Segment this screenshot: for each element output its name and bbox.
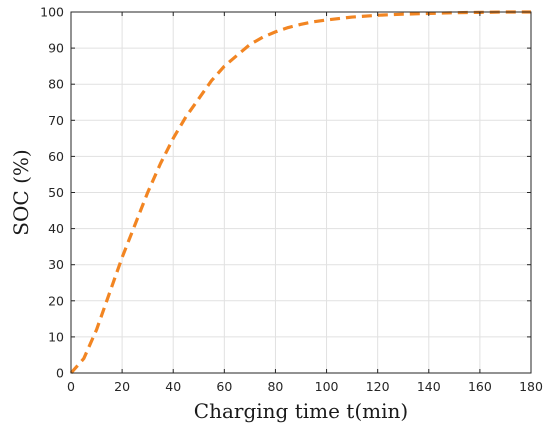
y-tick-label: 70 bbox=[48, 113, 64, 128]
y-tick-label: 90 bbox=[48, 41, 64, 56]
tick-labels: 0 20 40 60 80 100 120 140 160 180 0 10 20 30 40 50 60 70 8… bbox=[40, 5, 543, 395]
y-tick-label: 60 bbox=[48, 149, 64, 164]
y-tick-label: 100 bbox=[40, 5, 64, 20]
y-tick-label: 50 bbox=[48, 185, 64, 200]
x-tick-label: 120 bbox=[366, 379, 390, 394]
x-tick-label: 60 bbox=[216, 379, 232, 394]
x-tick-label: 180 bbox=[519, 379, 543, 394]
y-tick-label: 30 bbox=[48, 257, 64, 272]
axes bbox=[70, 11, 532, 374]
plot-area bbox=[69, 10, 531, 375]
y-tick-label: 40 bbox=[48, 221, 64, 236]
y-tick-label: 20 bbox=[48, 293, 64, 308]
y-tick-label: 10 bbox=[48, 329, 64, 344]
x-tick-label: 20 bbox=[114, 379, 130, 394]
x-tick-label: 0 bbox=[67, 379, 75, 394]
x-axis-label: Charging time t(min) bbox=[194, 399, 408, 423]
x-tick-label: 40 bbox=[165, 379, 181, 394]
x-tick-label: 100 bbox=[315, 379, 339, 394]
x-tick-label: 140 bbox=[417, 379, 441, 394]
y-axis-label: SOC (%) bbox=[9, 149, 33, 235]
grid bbox=[71, 12, 531, 373]
x-tick-label: 160 bbox=[468, 379, 492, 394]
y-tick-label: 80 bbox=[48, 77, 64, 92]
soc-series-line bbox=[69, 10, 531, 375]
y-tick-label: 0 bbox=[56, 366, 64, 381]
x-tick-label: 80 bbox=[267, 379, 283, 394]
